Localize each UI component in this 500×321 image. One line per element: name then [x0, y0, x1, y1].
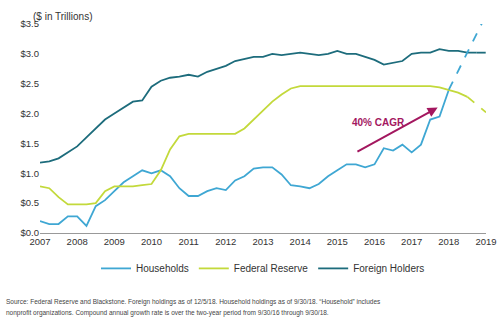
- svg-text:$3.0: $3.0: [21, 48, 40, 59]
- svg-text:$1.0: $1.0: [21, 168, 40, 179]
- svg-text:2016: 2016: [364, 236, 385, 247]
- svg-text:nonprofit organizations. Compo: nonprofit organizations. Compound annual…: [6, 309, 329, 317]
- svg-text:2015: 2015: [327, 236, 348, 247]
- svg-text:Source: Federal Reserve and Bl: Source: Federal Reserve and Blackstone. …: [6, 298, 381, 306]
- svg-text:$0.0: $0.0: [21, 227, 40, 238]
- svg-text:2013: 2013: [252, 236, 273, 247]
- svg-text:2009: 2009: [104, 236, 125, 247]
- svg-text:$3.5: $3.5: [21, 18, 40, 29]
- svg-text:$1.5: $1.5: [21, 138, 40, 149]
- svg-text:2014: 2014: [290, 236, 311, 247]
- svg-text:40% CAGR: 40% CAGR: [352, 117, 405, 128]
- svg-text:$2.0: $2.0: [21, 108, 40, 119]
- svg-text:2011: 2011: [178, 236, 198, 247]
- svg-text:2018: 2018: [438, 236, 459, 247]
- svg-text:Foreign Holders: Foreign Holders: [353, 263, 424, 274]
- svg-text:($ in Trillions): ($ in Trillions): [33, 11, 92, 22]
- svg-text:Federal Reserve: Federal Reserve: [234, 263, 308, 274]
- svg-text:$2.5: $2.5: [21, 78, 40, 89]
- svg-text:2019: 2019: [475, 236, 496, 247]
- svg-text:2007: 2007: [29, 236, 50, 247]
- svg-text:2008: 2008: [67, 236, 88, 247]
- svg-text:2012: 2012: [215, 236, 236, 247]
- svg-text:2010: 2010: [141, 236, 162, 247]
- svg-text:2017: 2017: [401, 236, 422, 247]
- svg-text:Households: Households: [136, 263, 189, 274]
- svg-text:$0.5: $0.5: [21, 197, 40, 208]
